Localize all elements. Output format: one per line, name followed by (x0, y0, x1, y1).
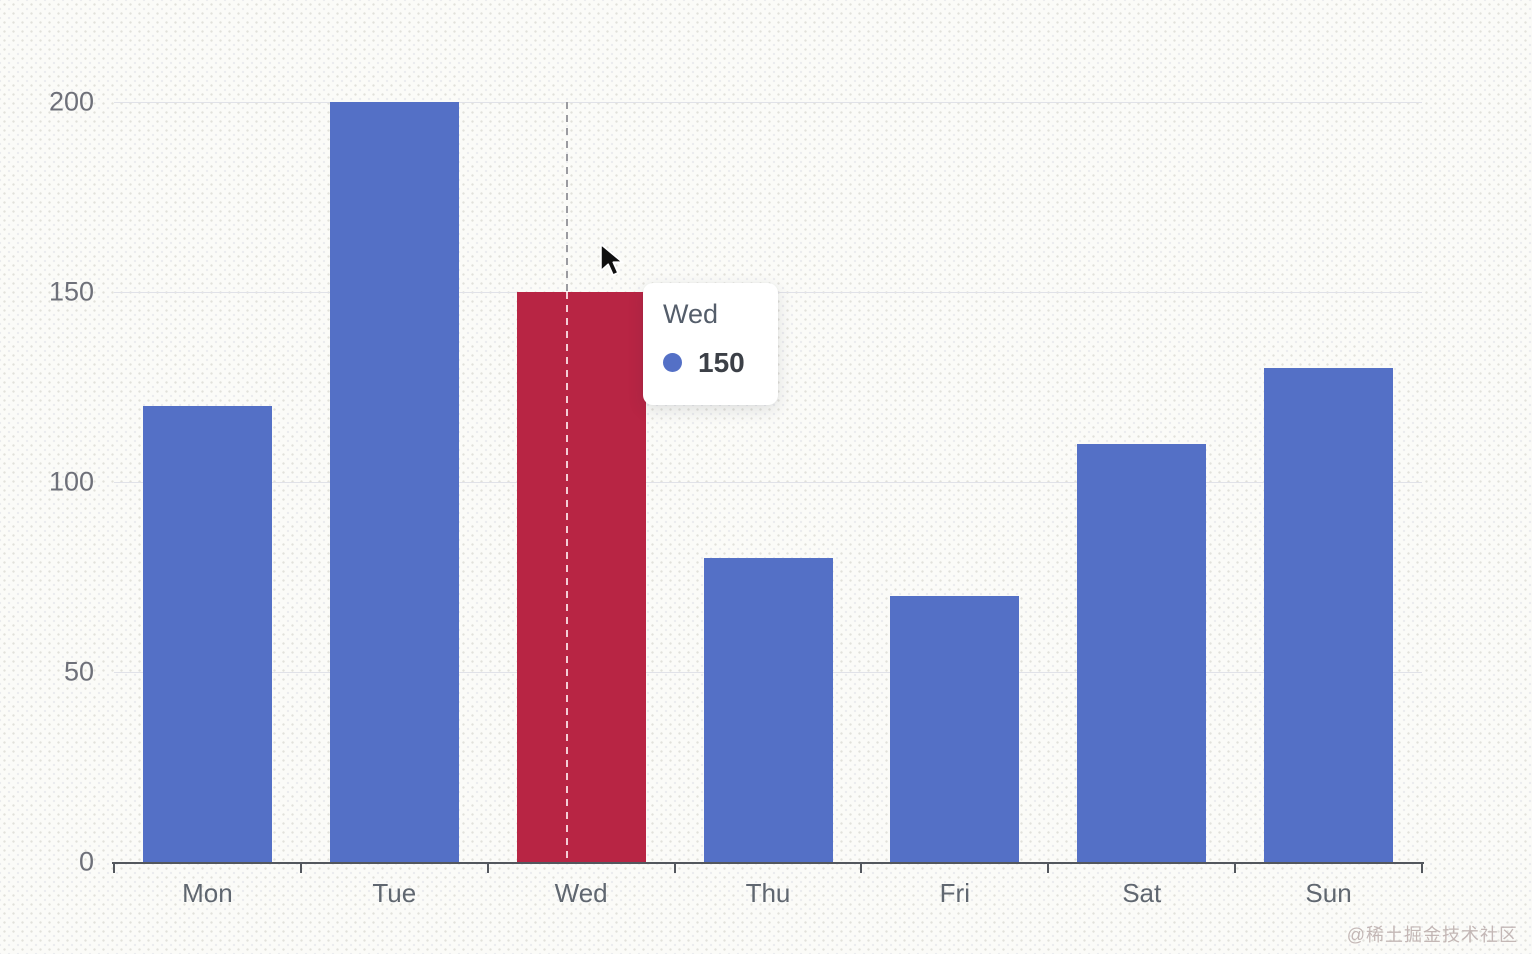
tooltip-title: Wed (663, 299, 719, 329)
x-axis-tick (1234, 864, 1237, 873)
tooltip: Wed 150 (643, 283, 778, 405)
y-axis-tick-label: 100 (48, 466, 94, 497)
x-axis-tick (860, 864, 863, 873)
x-axis-label-sat: Sat (1122, 878, 1162, 908)
mouse-cursor-icon (599, 243, 624, 277)
bar-tue[interactable] (329, 101, 459, 862)
bar-wed[interactable] (516, 291, 646, 862)
x-axis-tick (299, 864, 302, 873)
x-axis-label-sun: Sun (1305, 878, 1352, 908)
x-axis-label-tue: Tue (372, 878, 417, 908)
x-axis-line (112, 862, 1424, 864)
x-axis-label-wed: Wed (554, 878, 608, 908)
bar-mon[interactable] (142, 405, 272, 862)
bar-thu[interactable] (703, 557, 833, 862)
y-axis-tick-label: 0 (78, 846, 94, 877)
x-axis-tick (113, 864, 115, 873)
y-axis-tick-label: 150 (48, 276, 94, 307)
bar-sun[interactable] (1264, 367, 1394, 862)
x-axis-tick (673, 864, 676, 873)
y-axis-tick-label: 200 (48, 86, 94, 116)
bar-sat[interactable] (1077, 443, 1207, 862)
tooltip-value: 150 (698, 346, 745, 378)
gridline-200 (114, 101, 1422, 103)
axis-pointer-line-over-bar (566, 291, 569, 862)
gridline-100 (114, 481, 1422, 483)
x-axis-label-thu: Thu (745, 878, 791, 908)
y-axis-tick-label: 50 (63, 656, 94, 687)
x-axis-tick (486, 864, 489, 873)
series-marker-dot (663, 353, 682, 373)
x-axis-tick (1421, 864, 1423, 873)
bar-fri[interactable] (890, 595, 1020, 862)
x-axis-label-fri: Fri (939, 878, 971, 908)
tooltip-series-row: 150 (663, 347, 778, 379)
axis-pointer-line (566, 101, 569, 292)
x-axis-tick (1047, 864, 1050, 873)
watermark: @稀土掘金技术社区 (1346, 925, 1518, 945)
x-axis-label-mon: Mon (182, 878, 233, 908)
